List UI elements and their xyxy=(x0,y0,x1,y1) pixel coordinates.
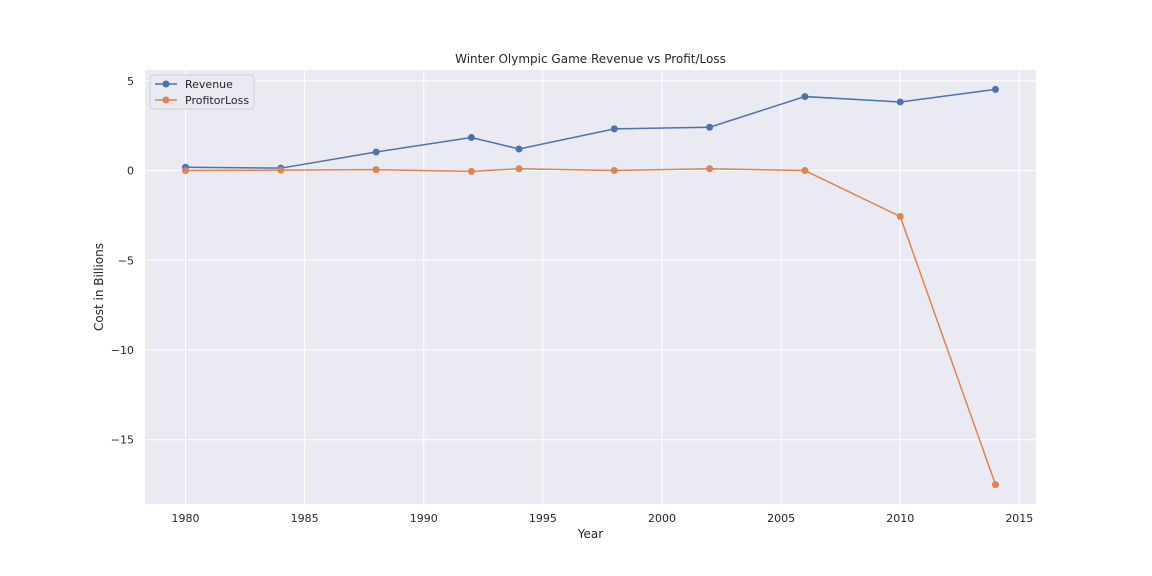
series-line xyxy=(185,88,996,169)
data-point xyxy=(801,93,809,101)
legend-marker xyxy=(162,96,170,104)
grid-lines xyxy=(145,70,1036,504)
data-point xyxy=(277,166,285,174)
data-point xyxy=(896,98,904,106)
data-point xyxy=(992,85,999,93)
data-point xyxy=(706,123,714,131)
data-point xyxy=(992,481,999,489)
x-tick-label: 2000 xyxy=(648,512,676,525)
y-tick-label: 0 xyxy=(127,165,134,178)
data-point xyxy=(896,212,904,220)
x-tick-label: 1985 xyxy=(291,512,319,525)
series-revenue xyxy=(182,85,999,172)
x-tick-label: 1980 xyxy=(172,512,200,525)
x-tick-label: 1990 xyxy=(410,512,438,525)
data-point xyxy=(515,165,523,173)
y-tick-label: 5 xyxy=(127,75,134,88)
x-tick-label: 2010 xyxy=(886,512,914,525)
data-point xyxy=(182,167,189,175)
x-tick-label: 2015 xyxy=(1005,512,1033,525)
plot-background xyxy=(145,70,1036,504)
x-tick-label: 1995 xyxy=(529,512,557,525)
data-point xyxy=(467,133,475,141)
series-layer xyxy=(182,85,999,489)
x-tick-label: 2005 xyxy=(767,512,795,525)
series-profitorloss xyxy=(182,165,999,489)
y-axis-ticks: 5 0 −5 −10 −15 xyxy=(111,75,134,447)
x-axis-label: Year xyxy=(577,527,603,541)
y-axis-label: Cost in Billions xyxy=(92,243,106,331)
data-point xyxy=(610,125,618,133)
data-point xyxy=(801,167,809,175)
legend-marker xyxy=(162,80,170,88)
legend-label: Revenue xyxy=(185,78,233,91)
data-point xyxy=(610,167,618,175)
chart-title: Winter Olympic Game Revenue vs Profit/Lo… xyxy=(455,52,726,66)
y-tick-label: −15 xyxy=(111,434,134,447)
legend-label: ProfitorLoss xyxy=(185,94,249,107)
y-tick-label: −5 xyxy=(118,254,134,267)
x-axis-ticks: 1980 1985 1990 1995 2000 2005 2010 2015 xyxy=(172,512,1034,525)
data-point xyxy=(372,148,380,156)
data-point xyxy=(467,167,475,175)
data-point xyxy=(372,166,380,174)
series-line xyxy=(185,167,997,485)
legend: Revenue ProfitorLoss xyxy=(149,74,255,110)
data-point xyxy=(515,145,523,153)
y-tick-label: −10 xyxy=(111,344,134,357)
data-point xyxy=(706,165,714,173)
